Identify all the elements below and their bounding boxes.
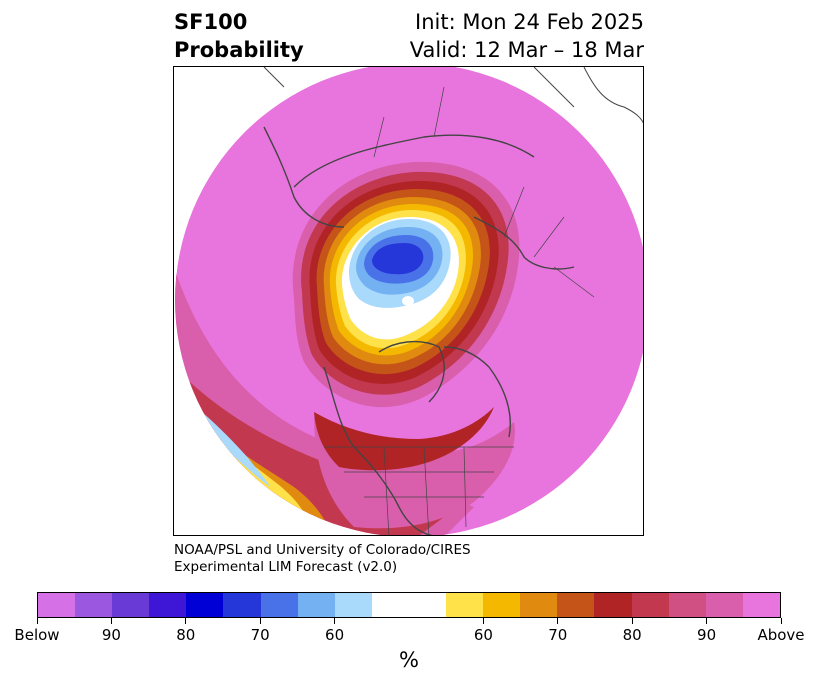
pole-marker (402, 296, 414, 306)
coastline-siberia (293, 134, 535, 188)
colorbar-tick-label: 70 (250, 626, 270, 644)
colorbar-unit: % (399, 648, 419, 672)
ring-deep-blue (372, 243, 424, 275)
colorbar (37, 592, 781, 618)
colorbar-tick (557, 618, 559, 624)
colorbar-tick (706, 618, 708, 624)
title-line-1: SF100 (174, 10, 248, 34)
colorbar-swatch (742, 593, 780, 617)
colorbar-swatch (75, 593, 113, 617)
colorbar-tick (185, 618, 187, 624)
credit: NOAA/PSL and University of Colorado/CIRE… (174, 542, 471, 576)
colorbar-tick (110, 618, 112, 624)
colorbar-tick (631, 618, 633, 624)
pacific-plume-blue (202, 412, 270, 487)
coastline-greenland (443, 346, 511, 438)
forecast-dates: Init: Mon 24 Feb 2025 Valid: 12 Mar – 18… (410, 8, 644, 64)
colorbar-swatch (260, 593, 298, 617)
init-date: Init: Mon 24 Feb 2025 (415, 10, 644, 34)
colorbar-tick-label: 60 (473, 626, 493, 644)
outside-disk-lines (263, 67, 643, 124)
valid-dates: Valid: 12 Mar – 18 Mar (409, 38, 644, 62)
credit-line-1: NOAA/PSL and University of Colorado/CIRE… (174, 542, 471, 558)
colorbar-swatch (631, 593, 669, 617)
colorbar-swatch (594, 593, 632, 617)
colorbar-tick-label: 90 (697, 626, 717, 644)
colorbar-swatch (38, 593, 76, 617)
border-us-states (344, 446, 494, 535)
colorbar-tick (334, 618, 336, 624)
colorbar-swatch (557, 593, 595, 617)
colorbar-swatch (408, 593, 447, 617)
colorbar-tick-label: Below (14, 626, 60, 644)
colorbar-swatch (371, 593, 409, 617)
colorbar-swatch (668, 593, 706, 617)
coastline-hudson-bay (378, 340, 445, 403)
colorbar-swatch (705, 593, 743, 617)
colorbar-tick-label: Above (757, 626, 805, 644)
colorbar-swatch (446, 593, 484, 617)
chart-title: SF100 Probability (174, 8, 304, 64)
corner-border-1 (583, 67, 643, 124)
colorbar-swatch (297, 593, 335, 617)
colorbar-swatch (334, 593, 372, 617)
coastline-north-america (323, 366, 445, 535)
colorbar-tick-label: 60 (325, 626, 345, 644)
colorbar-tick-label: 70 (548, 626, 568, 644)
colorbar-swatch (223, 593, 261, 617)
colorbar-tick (36, 618, 38, 624)
coastlines (263, 126, 575, 535)
colorbar-tick-label: 90 (101, 626, 121, 644)
corner-border-2 (533, 67, 575, 108)
credit-line-2: Experimental LIM Forecast (v2.0) (174, 559, 398, 575)
colorbar-swatch (149, 593, 187, 617)
probability-map (175, 67, 643, 535)
colorbar-swatch (112, 593, 150, 617)
map-frame (173, 66, 644, 536)
colorbar-swatch (186, 593, 224, 617)
colorbar-tick-label: 80 (176, 626, 196, 644)
title-line-2: Probability (174, 38, 304, 62)
colorbar-tick-label: 80 (622, 626, 642, 644)
america-red (314, 407, 494, 471)
colorbar-swatch (520, 593, 558, 617)
corner-border-3 (263, 67, 285, 88)
colorbar-tick (259, 618, 261, 624)
colorbar-tick (780, 618, 782, 624)
colorbar-swatch (483, 593, 521, 617)
border-eurasia (373, 86, 595, 298)
coastline-europe (473, 216, 575, 270)
colorbar-tick (482, 618, 484, 624)
borders (324, 86, 595, 535)
coastline-east-asia (263, 126, 345, 228)
